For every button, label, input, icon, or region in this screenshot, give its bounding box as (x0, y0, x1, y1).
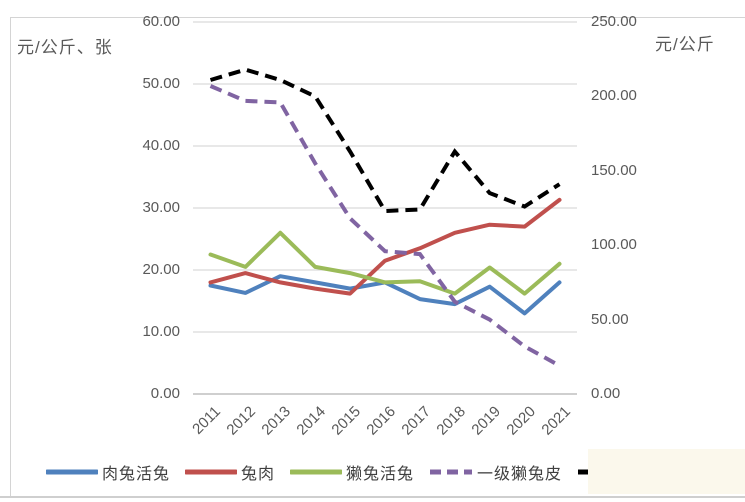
left-tick-label: 0.00 (150, 385, 180, 402)
left-tick-label: 40.00 (142, 137, 180, 154)
legend-label-0: 肉兔活兔 (102, 466, 171, 483)
legend-item-1: 兔肉 (185, 460, 275, 484)
right-tick-label: 50.00 (591, 310, 629, 328)
legend-swatch-2 (290, 469, 343, 475)
series-line-3 (209, 84, 561, 368)
left-tick-label: 10.00 (142, 323, 180, 340)
legend-label-1: 兔肉 (241, 466, 276, 483)
legend-swatch-1 (185, 469, 238, 475)
legend-label-3: 一级獭兔皮 (477, 466, 563, 483)
border-left (10, 17, 11, 497)
right-tick-label: 200.00 (591, 87, 637, 105)
right-axis-title: 元/公斤 (655, 35, 715, 54)
border-top (10, 17, 745, 18)
border-bottom (0, 496, 745, 498)
series-line-1 (208, 197, 562, 296)
legend-label-2: 獭兔活兔 (346, 466, 415, 483)
legend: 肉兔活兔 兔肉 獭兔活兔 一级獭兔皮 (46, 456, 633, 488)
right-tick-label: 100.00 (591, 236, 637, 254)
left-axis-title: 元/公斤、张 (17, 38, 113, 57)
overlay-box (588, 449, 745, 494)
right-tick-label: 150.00 (591, 161, 637, 179)
legend-item-0: 肉兔活兔 (46, 460, 170, 484)
right-tick-label: 0.00 (591, 385, 621, 402)
series-line-4 (209, 67, 561, 214)
legend-swatch-3 (430, 469, 473, 475)
left-tick-label: 60.00 (142, 13, 180, 30)
legend-item-2: 獭兔活兔 (290, 460, 414, 484)
left-tick-label: 50.00 (142, 75, 180, 92)
legend-swatch-0 (46, 469, 98, 475)
right-tick-label: 250.00 (591, 13, 637, 30)
left-tick-label: 20.00 (142, 261, 180, 278)
left-tick-label: 30.00 (142, 199, 180, 216)
series-line-2 (208, 230, 562, 296)
legend-item-3: 一级獭兔皮 (429, 460, 562, 484)
